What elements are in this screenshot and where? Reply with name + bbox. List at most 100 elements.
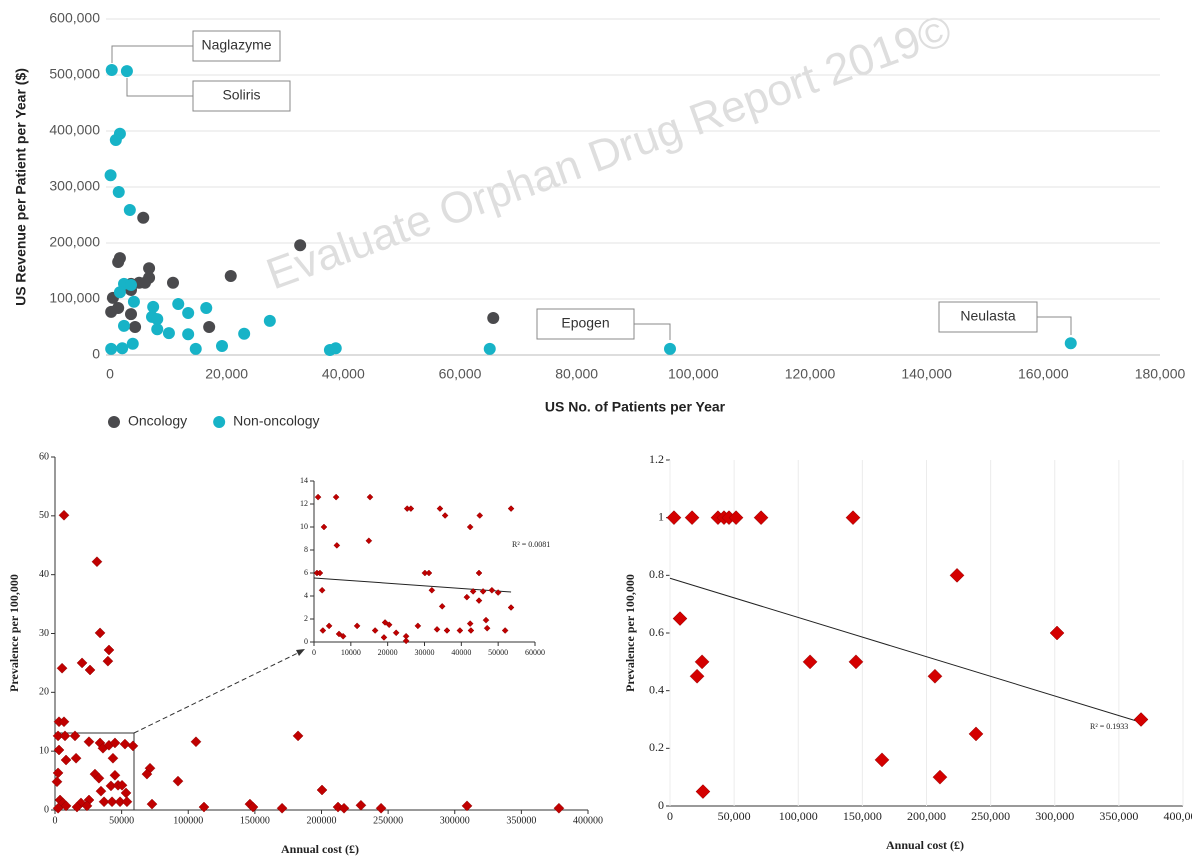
point — [123, 203, 136, 216]
point — [127, 740, 139, 752]
x-tick-label: 200000 — [307, 815, 337, 826]
point — [689, 668, 705, 684]
point — [487, 312, 500, 325]
point — [56, 662, 68, 674]
point — [91, 556, 103, 568]
point — [385, 621, 393, 629]
point — [125, 308, 137, 321]
point — [216, 340, 228, 353]
point — [463, 593, 471, 601]
y-axis-title: US Revenue per Patient per Year ($) — [13, 68, 29, 306]
point — [1133, 712, 1149, 727]
y-tick-label: 100,000 — [49, 290, 100, 306]
trend-line — [313, 577, 512, 593]
point — [109, 737, 121, 749]
x-tick-label: 250000 — [373, 815, 403, 826]
point — [127, 295, 140, 308]
point — [118, 319, 130, 332]
point — [112, 186, 125, 199]
point — [380, 634, 388, 641]
x-tick-label: 350,000 — [1099, 809, 1138, 823]
point — [501, 627, 509, 634]
x-tick-label: 0 — [667, 809, 673, 823]
x-tick-label: 60000 — [525, 648, 545, 657]
y-tick-label: 50 — [39, 510, 49, 521]
point — [109, 133, 122, 146]
point — [116, 342, 129, 355]
x-tick-label: 0 — [106, 366, 114, 382]
point — [927, 668, 943, 684]
point — [182, 328, 195, 341]
x-tick-label: 50000 — [109, 815, 134, 826]
callout-line — [634, 323, 671, 340]
x-tick-label: 400,000 — [1164, 809, 1192, 823]
point — [59, 730, 71, 742]
y-tick-label: 300,000 — [49, 178, 100, 194]
x-tick-label: 300000 — [440, 815, 470, 826]
point — [320, 523, 328, 531]
y-tick-label: 0.8 — [649, 567, 664, 581]
point — [151, 323, 164, 336]
point — [182, 307, 195, 319]
x-tick-label: 150000 — [240, 815, 270, 826]
point — [332, 493, 340, 501]
point — [339, 632, 347, 640]
x-tick-label: 200,000 — [907, 809, 946, 823]
point — [189, 342, 202, 355]
x-tick-label: 300,000 — [1035, 809, 1074, 823]
x-axis-title: US No. of Patients per Year — [545, 399, 726, 415]
y-tick-label: 0.2 — [649, 740, 664, 754]
point — [116, 779, 128, 791]
point — [932, 769, 948, 785]
point — [107, 752, 119, 764]
point — [109, 769, 121, 781]
point — [407, 505, 415, 512]
point — [120, 65, 133, 78]
point — [469, 588, 477, 595]
point — [316, 569, 324, 577]
x-tick-label: 250,000 — [971, 809, 1010, 823]
x-tick-label: 350000 — [506, 815, 536, 826]
callout-box — [192, 80, 291, 112]
point — [151, 313, 164, 326]
point — [371, 627, 379, 634]
point — [318, 586, 326, 594]
point — [276, 802, 288, 814]
point — [414, 622, 422, 630]
watermark: Evaluate Orphan Drug Report 2019© — [260, 5, 958, 299]
point — [333, 542, 341, 549]
point — [167, 276, 179, 289]
point — [728, 510, 744, 526]
annotation: Neulasta — [960, 308, 1015, 324]
point — [664, 342, 676, 355]
point — [466, 620, 474, 627]
point — [488, 586, 496, 594]
x-tick-label: 120,000 — [785, 366, 836, 382]
x-tick-label: 0 — [312, 648, 316, 657]
point — [292, 730, 304, 742]
y-tick-label: 0 — [92, 346, 100, 362]
point — [58, 716, 70, 728]
point — [105, 63, 118, 76]
x-axis-title: Annual cost (£) — [886, 838, 964, 852]
y-tick-label: 200,000 — [49, 234, 100, 250]
r-squared: R² = 0.1933 — [1090, 722, 1128, 731]
x-tick-label: 80,000 — [555, 366, 598, 382]
y-tick-label: 0 — [44, 804, 49, 815]
x-tick-label: 20000 — [378, 648, 398, 657]
point — [949, 567, 965, 583]
legend-swatch — [213, 416, 226, 428]
point — [314, 493, 322, 501]
point — [443, 627, 451, 634]
y-tick-label: 10 — [300, 522, 308, 531]
point — [753, 510, 769, 526]
point — [190, 736, 202, 748]
y-tick-label: 60 — [39, 451, 49, 462]
point — [70, 752, 82, 764]
point — [143, 262, 156, 275]
y-tick-label: 1.2 — [649, 452, 664, 466]
point — [60, 754, 72, 766]
point — [125, 279, 137, 291]
point — [553, 802, 565, 814]
